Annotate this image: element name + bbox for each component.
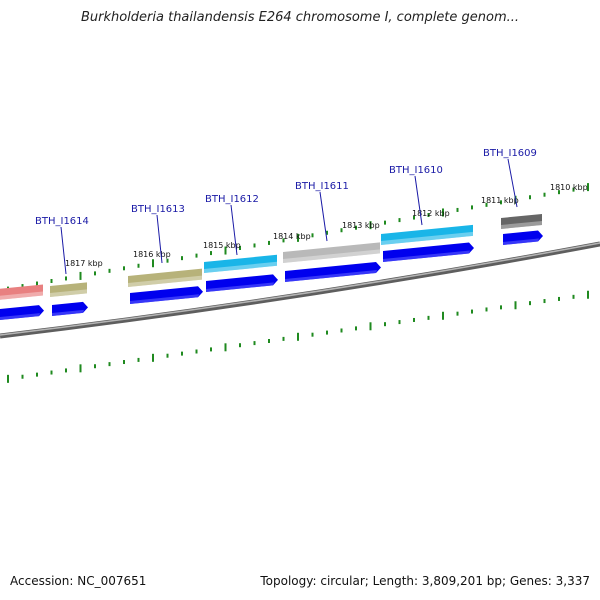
cds-arrow-shade [130, 294, 199, 304]
cds-arrow-shade [383, 250, 470, 262]
gene-feature [501, 213, 542, 229]
map-title: Burkholderia thailandensis E264 chromoso… [80, 10, 520, 25]
gene-feature-shade [50, 289, 87, 297]
tick-label: 1816 kbp [133, 250, 171, 259]
gene-label: BTH_I1609 [483, 148, 537, 159]
gene-label: BTH_I1613 [131, 204, 185, 215]
gene-feature [128, 268, 202, 287]
gene-feature-shade [283, 249, 380, 263]
gene-feature-shade [0, 291, 43, 300]
gene-label: BTH_I1610 [389, 165, 443, 176]
cds-arrow-shade [206, 282, 274, 292]
tick-label: 1817 kbp [65, 259, 103, 268]
backbone-line [0, 241, 600, 339]
tick-label: 1812 kbp [412, 209, 450, 218]
tick-labels: 1817 kbp 1816 kbp 1815 kbp 1814 kbp 1813 kbp… [65, 183, 588, 268]
gene-leader-line [230, 204, 238, 256]
tick-label: 1815 kbp [203, 241, 241, 250]
tick-label: 1811 kbp [481, 196, 519, 205]
gene-label: BTH_I1611 [295, 181, 349, 192]
inner-tick-track [7, 290, 589, 383]
genome-summary-text: Topology: circular; Length: 3,809,201 bp… [260, 574, 590, 588]
gene-leader-line [414, 175, 423, 226]
cds-arrow-shade [285, 269, 377, 282]
feature-track [0, 213, 542, 300]
gene-label: BTH_I1614 [35, 216, 89, 227]
gene-leader-line [156, 214, 163, 264]
accession-text: Accession: NC_007651 [10, 574, 147, 588]
backbone-highlight [0, 242, 600, 336]
gene-label: BTH_I1612 [205, 194, 259, 205]
gene-feature [283, 242, 380, 263]
cds-arrow-shade [0, 313, 40, 320]
gene-feature-shade [128, 275, 202, 287]
cds-arrow-shade [503, 238, 539, 245]
gene-feature-shade [204, 261, 277, 273]
gene-feature [204, 254, 277, 273]
gene-feature [381, 224, 473, 245]
gene-leader-line [60, 226, 67, 275]
cds-track [0, 230, 543, 320]
tick-label: 1814 kbp [273, 232, 311, 241]
cds-arrow-shade [52, 309, 84, 316]
tick-label: 1810 kbp [550, 183, 588, 192]
gene-labels: BTH_I1614 BTH_I1613 BTH_I1612 BTH_I1611 BTH_… [35, 148, 537, 275]
gene-feature-shade [381, 231, 473, 245]
outer-tick-track [7, 183, 589, 291]
gene-feature [50, 282, 87, 297]
gene-feature [0, 284, 43, 300]
gene-leader-line [507, 158, 518, 208]
chromosome-backbone [0, 241, 600, 339]
gene-feature-shade [501, 220, 542, 229]
gene-leader-line [319, 191, 328, 242]
tick-label: 1813 kbp [342, 221, 380, 230]
